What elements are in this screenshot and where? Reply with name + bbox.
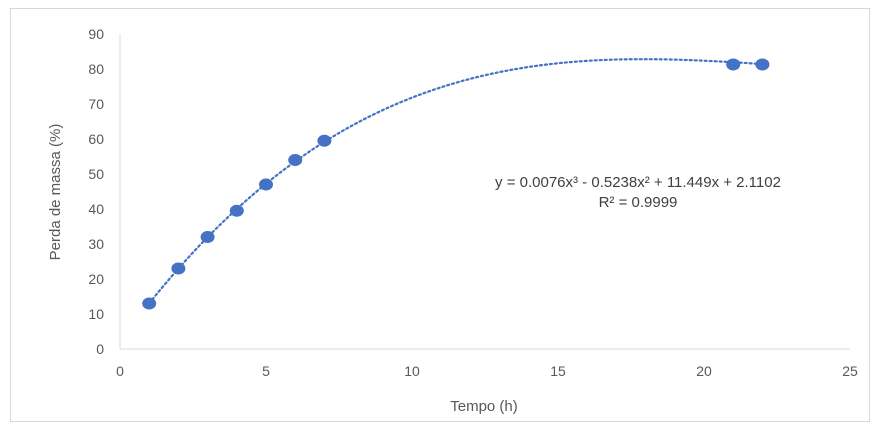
data-point <box>288 154 303 166</box>
axes <box>119 34 850 350</box>
r-squared-label: R² = 0.9999 <box>599 194 678 211</box>
x-tick-label: 15 <box>550 363 566 379</box>
y-axis-title: Perda de massa (%) <box>47 124 64 261</box>
y-tick-label: 40 <box>88 201 104 217</box>
data-point <box>726 58 741 71</box>
x-tick-label: 25 <box>842 363 858 379</box>
x-tick-labels: 0 5 10 15 20 25 <box>116 363 858 379</box>
y-tick-label: 0 <box>96 341 104 357</box>
x-tick-label: 5 <box>262 363 270 379</box>
x-tick-label: 20 <box>696 363 712 379</box>
y-tick-label: 60 <box>88 131 104 147</box>
y-tick-label: 90 <box>88 26 104 42</box>
data-points <box>142 58 770 310</box>
data-point <box>259 178 273 191</box>
x-tick-label: 0 <box>116 363 124 379</box>
x-axis-title: Tempo (h) <box>450 398 518 415</box>
trendline-equation: y = 0.0076x³ - 0.5238x² + 11.449x + 2.11… <box>495 174 781 191</box>
data-point <box>229 204 244 217</box>
y-tick-label: 70 <box>88 96 104 112</box>
y-tick-label: 80 <box>88 61 104 77</box>
y-tick-label: 50 <box>88 166 104 182</box>
trendline <box>148 58 764 305</box>
y-tick-label: 10 <box>88 306 104 322</box>
data-point <box>171 262 186 275</box>
y-tick-label: 20 <box>88 271 104 287</box>
data-point <box>200 231 215 243</box>
data-point <box>755 58 770 71</box>
chart-frame <box>10 8 870 422</box>
y-tick-label: 30 <box>88 236 104 252</box>
data-point <box>317 134 332 147</box>
data-point <box>142 297 157 310</box>
y-tick-labels: 0 10 20 30 40 50 60 70 80 90 <box>88 26 104 357</box>
x-tick-label: 10 <box>404 363 420 379</box>
